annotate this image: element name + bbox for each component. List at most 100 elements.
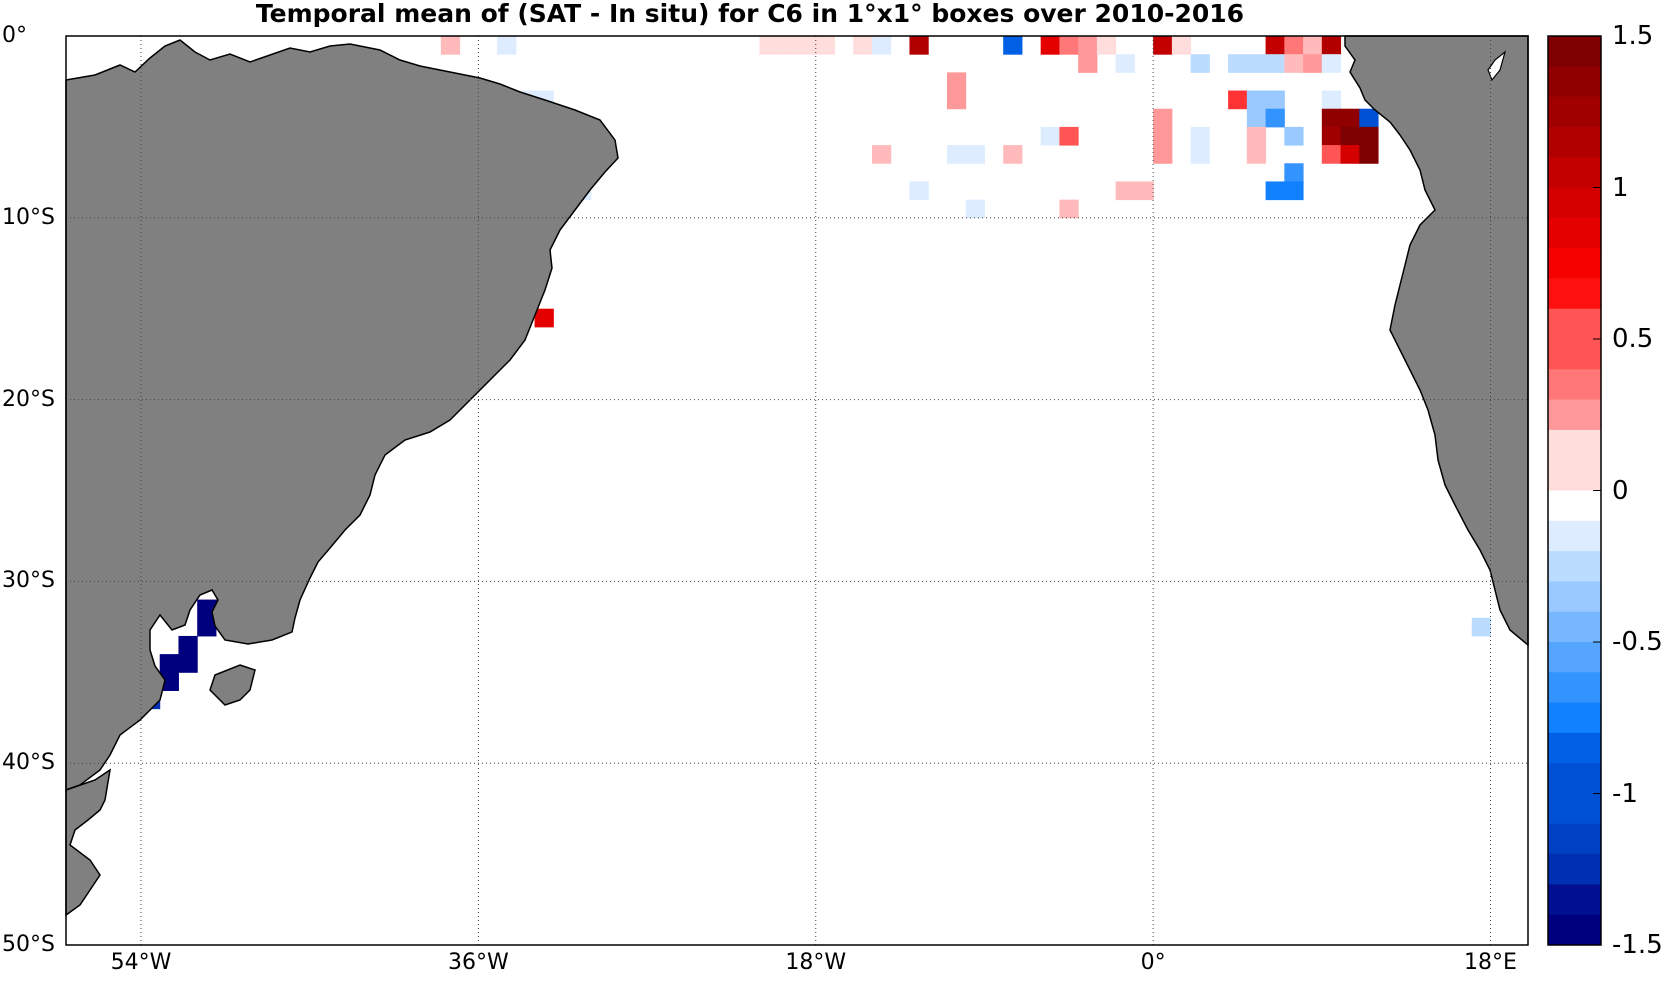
heatmap-cell <box>178 635 198 655</box>
heatmap-cell <box>965 199 985 219</box>
heatmap-cell <box>1321 90 1342 110</box>
colorbar-segment <box>1548 611 1601 643</box>
heatmap-cell <box>1228 90 1248 110</box>
heatmap-cell <box>1303 36 1323 55</box>
heatmap-cell <box>1059 126 1079 146</box>
heatmap-cell <box>1321 145 1342 164</box>
colorbar-segment <box>1548 429 1601 461</box>
colorbar-segment <box>1548 308 1601 340</box>
heatmap-cell <box>965 145 985 164</box>
colorbar-tick-label: -1.5 <box>1612 930 1663 960</box>
colorbar-segment <box>1548 187 1601 219</box>
heatmap-cell <box>1321 54 1342 73</box>
heatmap-cell <box>1190 126 1210 146</box>
heatmap-cell <box>197 617 217 637</box>
colorbar-segment <box>1548 126 1601 158</box>
latitude-tick-label: 10°S <box>2 204 55 230</box>
heatmap-cell <box>1246 126 1267 146</box>
heatmap-cell <box>1321 36 1342 55</box>
heatmap-cell <box>1040 126 1060 146</box>
heatmap-cell <box>1265 36 1285 55</box>
heatmap-cell <box>1321 126 1342 146</box>
heatmap-cell <box>1078 54 1098 73</box>
heatmap-cell <box>778 36 798 55</box>
colorbar-segment <box>1548 157 1601 188</box>
colorbar-segment <box>1548 278 1601 310</box>
colorbar-segment <box>1548 732 1601 764</box>
colorbar-segment <box>1548 823 1601 855</box>
latitude-tick-label: 30°S <box>2 568 55 594</box>
heatmap-cell <box>909 36 929 55</box>
heatmap-cell <box>1284 36 1304 55</box>
colorbar-segment <box>1548 66 1601 98</box>
heatmap-cell <box>1340 126 1360 146</box>
colorbar-tick-label: -1 <box>1612 778 1638 809</box>
heatmap-cell <box>1471 617 1492 637</box>
heatmap-cell <box>1003 36 1023 55</box>
africa-land <box>1344 35 1529 647</box>
colorbar-segment <box>1548 369 1601 401</box>
south-america-land <box>65 39 619 792</box>
heatmap-cell <box>1284 54 1304 73</box>
heatmap-cell <box>1153 36 1173 55</box>
heatmap-cell <box>1246 145 1267 164</box>
longitude-tick-label: 54°W <box>110 950 172 975</box>
heatmap-cell <box>1359 108 1379 128</box>
colorbar-segment <box>1548 854 1601 885</box>
heatmap-cell <box>797 36 817 55</box>
colorbar-segment <box>1548 460 1601 491</box>
colorbar-tick-label: 0 <box>1612 475 1629 506</box>
colorbar-segment <box>1548 520 1601 552</box>
heatmap-cell <box>946 90 967 110</box>
heatmap-cell <box>853 36 873 55</box>
longitude-tick-label: 18°E <box>1464 950 1517 975</box>
heatmap-cell <box>534 308 554 328</box>
colorbar-segment <box>1548 884 1601 916</box>
heatmap-cell <box>1171 36 1192 55</box>
heatmap-cell <box>1265 54 1285 73</box>
colorbar-tick-label: 0.5 <box>1612 324 1654 354</box>
colorbar-frame <box>1547 35 1602 946</box>
heatmap-cell <box>1115 54 1135 73</box>
colorbar-tick-label: -0.5 <box>1612 627 1663 657</box>
colorbar-segment <box>1548 96 1601 128</box>
colorbar-segment <box>1548 248 1601 279</box>
heatmap-cell <box>1359 145 1379 164</box>
latitude-tick-label: 0° <box>2 23 27 48</box>
heatmap-cell <box>1059 199 1079 219</box>
heatmap-cell <box>1265 108 1285 128</box>
heatmap-cell <box>497 36 517 55</box>
heatmap-cell <box>1153 108 1173 128</box>
heatmap-cell <box>159 672 179 691</box>
colorbar-segment <box>1548 339 1601 370</box>
colorbar-segment <box>1548 702 1601 734</box>
heatmap-cell <box>1134 181 1154 201</box>
heatmap-cell <box>909 181 929 201</box>
heatmap-cell <box>1228 54 1248 73</box>
longitude-tick-label: 18°W <box>785 950 847 975</box>
heatmap-cell <box>815 36 835 55</box>
heatmap-cell <box>1059 36 1079 55</box>
land-masses <box>65 35 1529 917</box>
heatmap-cell <box>1040 36 1060 55</box>
colorbar-tick-label: 1 <box>1612 172 1629 203</box>
heatmap-cell <box>1340 108 1360 128</box>
heatmap-cell <box>1153 126 1173 146</box>
colorbar-segment <box>1548 581 1601 613</box>
heatmap-cell <box>178 654 198 673</box>
colorbar-segment <box>1548 672 1601 704</box>
colorbar-segment <box>1548 914 1601 946</box>
colorbar-segment <box>1548 399 1601 431</box>
latitude-tick-label: 50°S <box>2 932 55 957</box>
latitude-tick-label: 40°S <box>2 750 55 776</box>
heatmap-cell <box>1265 90 1285 110</box>
colorbar-segment <box>1548 490 1601 522</box>
latitude-tick-label: 20°S <box>2 386 55 412</box>
heatmap-cell <box>871 36 892 55</box>
heatmap-cell <box>1190 145 1210 164</box>
heatmap-cell <box>1321 108 1342 128</box>
colorbar-segment <box>1548 551 1601 582</box>
heatmap-cell <box>1246 54 1267 73</box>
heatmap-cell <box>1246 90 1267 110</box>
heatmap-cell <box>1078 36 1098 55</box>
